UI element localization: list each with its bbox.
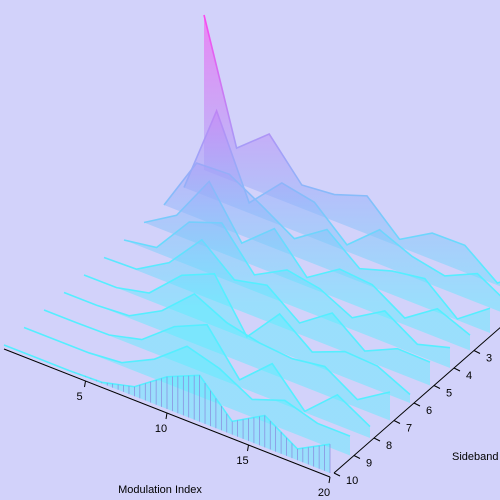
y-tick [473,350,481,354]
x-tick-label: 15 [236,455,248,467]
surface-line [23,326,351,437]
surface-line [203,14,500,284]
surface-line [143,180,471,336]
y-tick [433,385,441,389]
surface-line [183,108,500,297]
x-axis-label: Modulation Index [118,484,202,496]
y-axis-label: Sideband [452,451,499,463]
surface-line [103,238,431,363]
surface-fill [204,15,500,287]
x-tick-label: 20 [318,487,330,499]
surface-line [63,291,391,401]
x-tick-label: 5 [76,391,82,403]
y-tick-label: 6 [426,405,432,417]
x-tick [247,444,249,452]
x-tick [165,412,168,420]
y-tick-label: 8 [386,440,392,452]
y-tick [393,420,401,424]
y-tick-label: 4 [466,370,472,382]
x-tick [328,476,331,484]
surface-line [163,162,491,320]
surface-line [43,309,371,428]
y-tick-label: 3 [486,352,492,364]
surface-line [123,221,451,349]
surface-fill [164,163,490,333]
surface-fill [144,181,470,351]
y-tick-label: 9 [366,457,372,469]
y-tick-label: 7 [406,422,412,434]
y-tick [373,437,381,442]
y-tick-label: 5 [446,387,452,399]
y-tick [453,367,461,372]
y-tick [333,472,341,477]
surface-fill [64,292,390,421]
y-tick [413,402,421,407]
x-tick [84,380,86,388]
y-tick [353,455,361,459]
y-tick-label: 10 [346,475,358,487]
x-tick-label: 10 [155,423,167,435]
